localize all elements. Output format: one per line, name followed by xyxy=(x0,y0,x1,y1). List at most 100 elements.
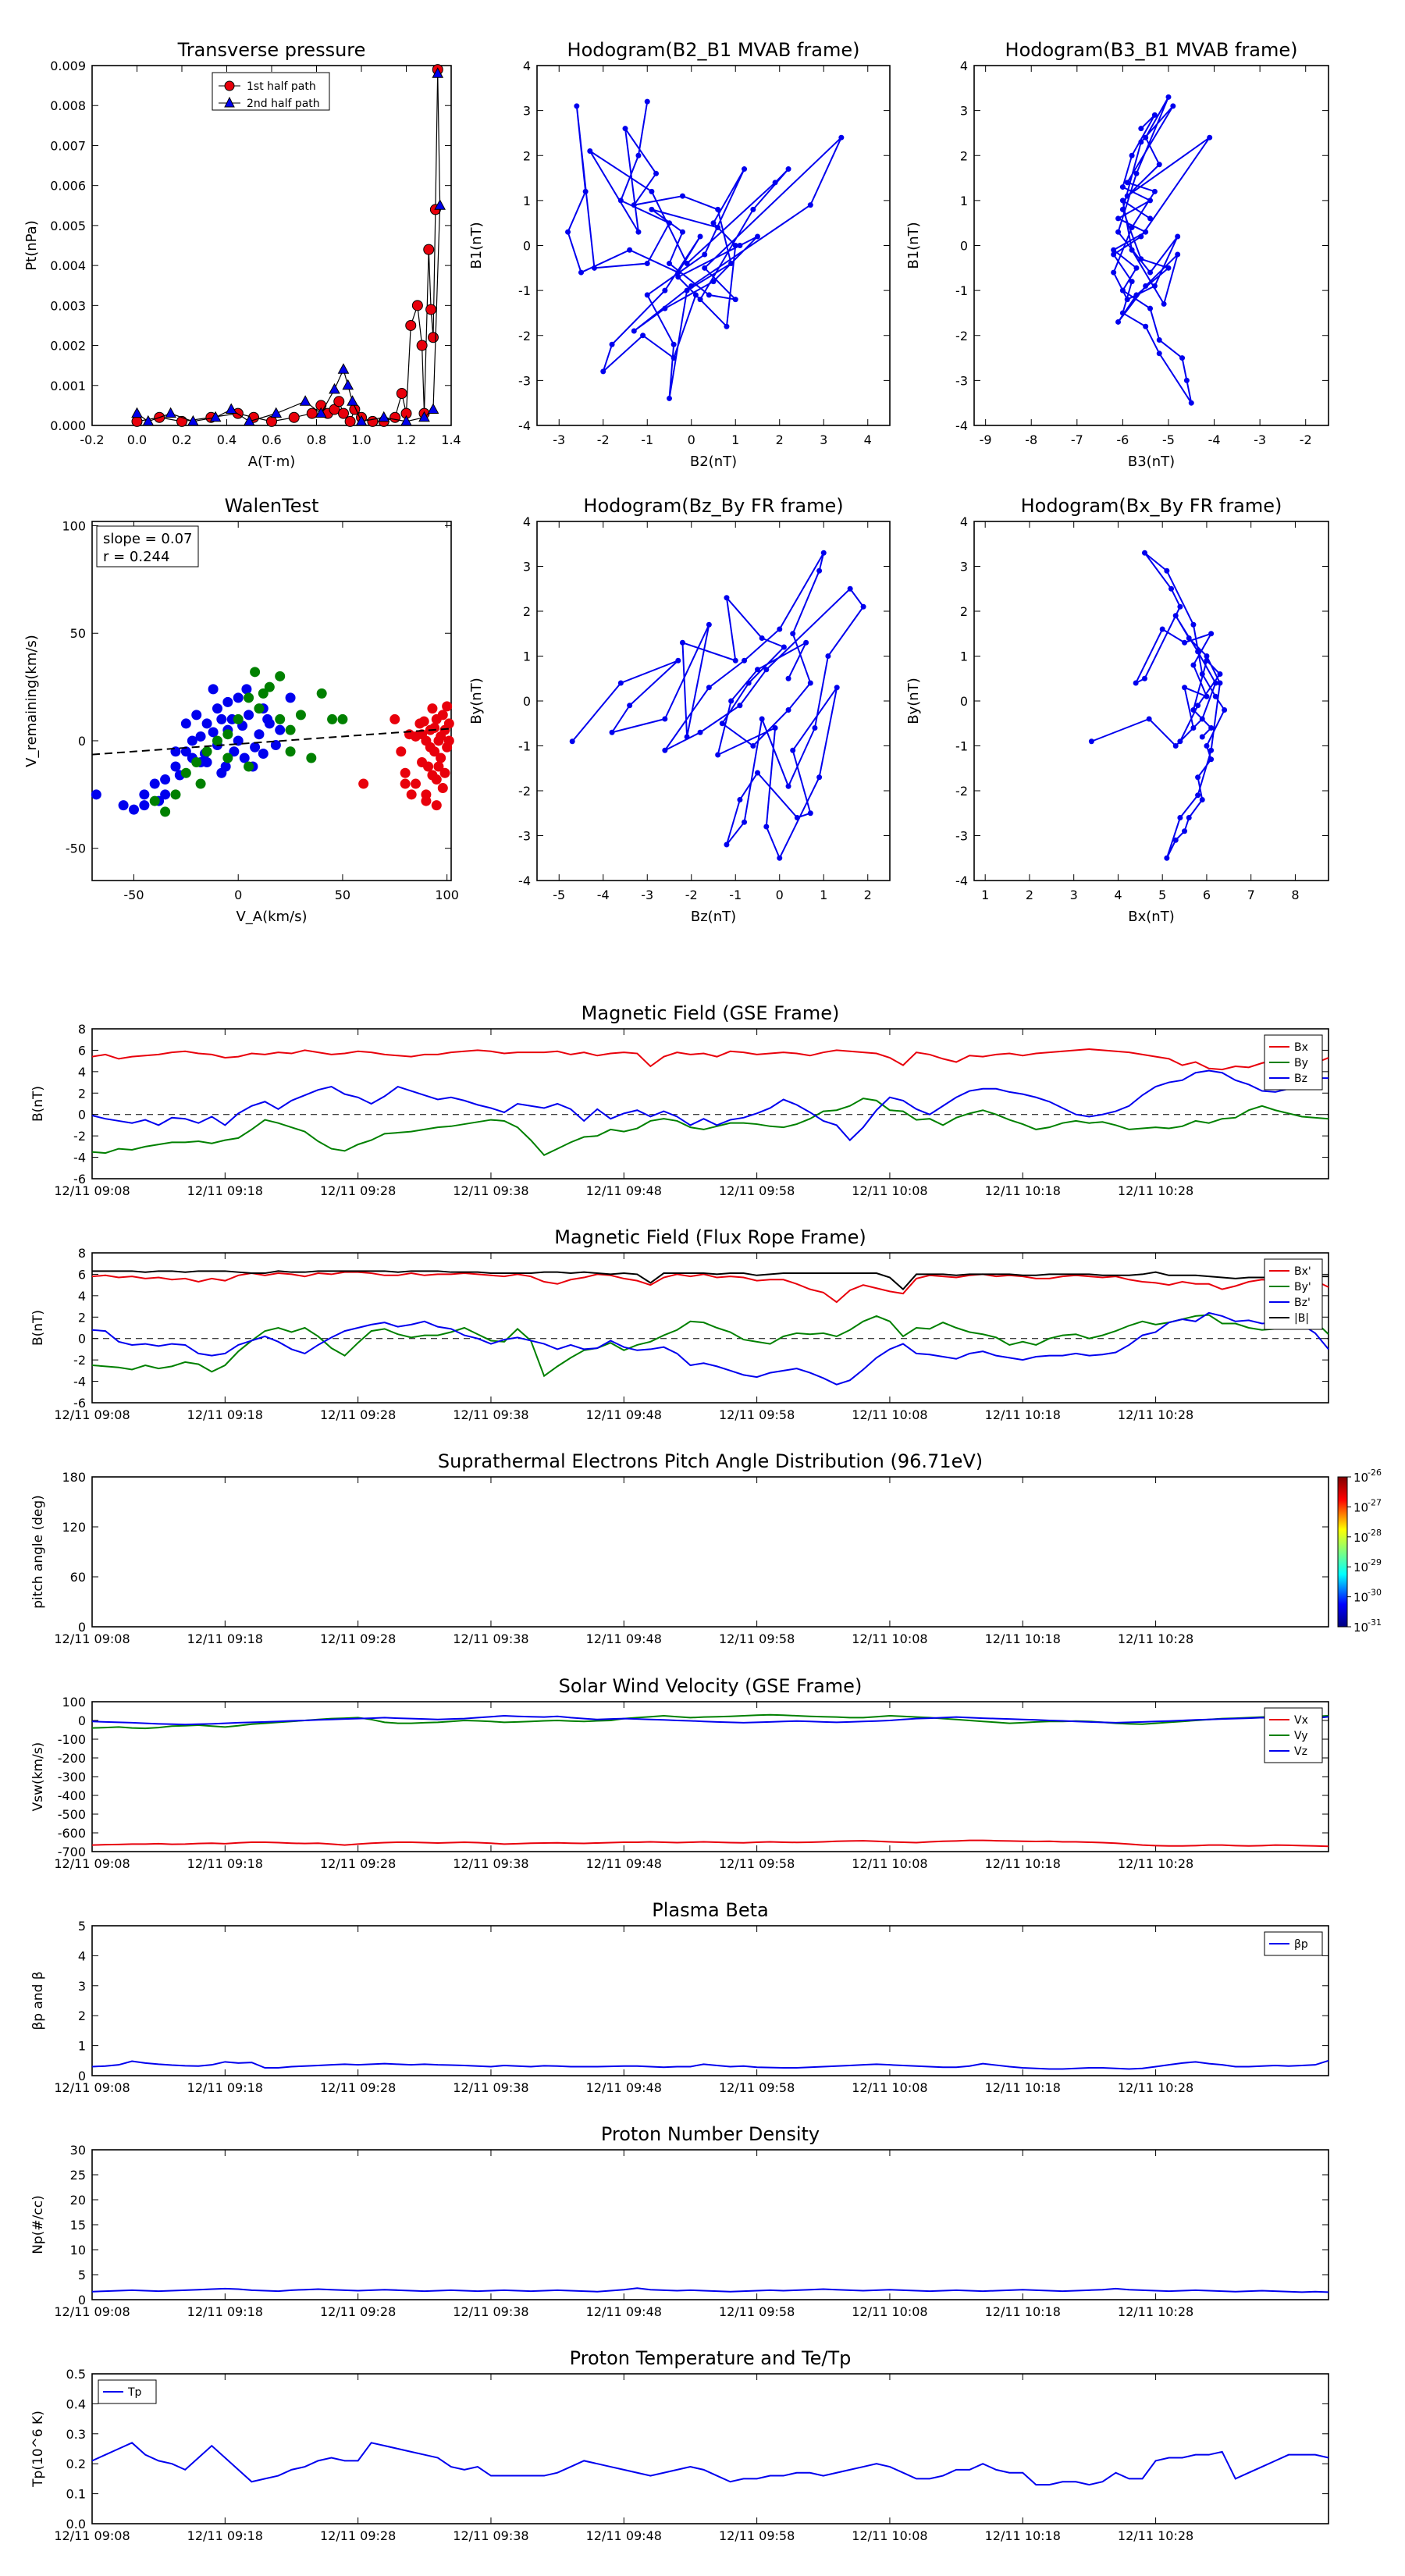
y-tick-label: 1 xyxy=(523,194,531,208)
data-point xyxy=(1190,621,1197,628)
x-tick-label: 12/11 10:18 xyxy=(985,1856,1061,1871)
x-tick-label: 0 xyxy=(234,888,242,902)
data-point xyxy=(195,731,206,742)
y-tick-label: -100 xyxy=(58,1732,86,1747)
data-point xyxy=(222,753,233,763)
data-point xyxy=(425,304,437,315)
y-tick-label: 100 xyxy=(62,1695,86,1710)
data-point xyxy=(1177,738,1183,745)
x-tick-label: 0 xyxy=(688,432,695,447)
data-point xyxy=(631,202,637,208)
y-tick-label: 1 xyxy=(960,194,968,208)
data-point xyxy=(1164,568,1170,574)
data-point xyxy=(662,747,668,753)
annotation-slope: slope = 0.07 xyxy=(103,531,193,547)
x-tick-label: 12/11 09:48 xyxy=(586,2080,662,2095)
data-point xyxy=(1129,279,1135,285)
data-point xyxy=(142,415,155,426)
data-point xyxy=(755,233,760,240)
data-point xyxy=(131,407,143,418)
y-tick-label: 4 xyxy=(78,1948,86,1963)
data-point xyxy=(1147,215,1154,222)
data-point xyxy=(423,244,435,255)
data-point xyxy=(697,233,703,240)
data-point xyxy=(662,716,668,722)
data-point xyxy=(244,761,254,772)
data-point xyxy=(807,810,813,817)
data-point xyxy=(679,639,685,646)
data-point xyxy=(1151,112,1158,118)
data-point xyxy=(675,269,681,276)
data-point xyxy=(406,789,417,800)
series-line-Vz xyxy=(91,1714,1329,1726)
data-point xyxy=(1195,703,1201,709)
y-tick-label: -2 xyxy=(73,1353,86,1368)
y-tick-label: 0.1 xyxy=(66,2487,86,2502)
data-point xyxy=(1156,162,1162,168)
data-point xyxy=(396,388,407,400)
y-tick-label: 3 xyxy=(523,560,531,575)
data-point xyxy=(1088,738,1094,745)
x-tick-label: 12/11 09:18 xyxy=(187,1856,263,1871)
data-point xyxy=(1222,707,1228,713)
x-tick-label: 0 xyxy=(776,888,784,902)
x-tick-label: 12/11 09:38 xyxy=(453,2080,528,2095)
x-tick-label: 12/11 10:08 xyxy=(852,2528,927,2543)
data-point xyxy=(1141,675,1147,681)
data-point xyxy=(1151,188,1158,194)
data-point xyxy=(1119,310,1126,316)
data-point xyxy=(233,692,244,703)
legend-label: Tp xyxy=(127,2386,142,2399)
annotation-r: r = 0.244 xyxy=(103,549,169,565)
data-point xyxy=(667,395,672,401)
data-point xyxy=(411,778,422,789)
plot-frame xyxy=(91,1476,1329,1628)
y-tick-label: -4 xyxy=(73,1375,86,1389)
legend: Bx By Bz xyxy=(1264,1034,1323,1091)
data-point xyxy=(1195,774,1201,781)
y-tick-label: 50 xyxy=(70,626,86,641)
y-tick-label: 180 xyxy=(62,1470,86,1485)
data-point xyxy=(737,243,743,248)
y-tick-label: -4 xyxy=(518,418,531,433)
data-point xyxy=(342,379,354,390)
x-tick-label: 1 xyxy=(820,888,827,902)
data-point xyxy=(329,382,340,394)
data-point xyxy=(697,297,703,303)
data-point xyxy=(396,746,407,757)
y-tick-label: -6 xyxy=(73,1396,86,1411)
data-point xyxy=(423,761,434,772)
data-point xyxy=(427,403,439,415)
data-point xyxy=(1115,318,1122,325)
data-point xyxy=(785,783,791,789)
data-point xyxy=(139,800,150,811)
chart-title: Magnetic Field (Flux Rope Frame) xyxy=(554,1226,866,1248)
data-point xyxy=(715,752,721,758)
chart-mf_gse: Magnetic Field (GSE Frame) 12/11 09:08 12/… xyxy=(30,1002,1329,1198)
data-point xyxy=(170,761,181,772)
y-tick-label: 0.006 xyxy=(50,179,86,194)
data-point xyxy=(131,415,143,427)
data-point xyxy=(1190,725,1197,731)
data-point xyxy=(1182,828,1188,834)
x-tick-label: -2 xyxy=(1300,432,1312,447)
x-tick-label: 12/11 10:28 xyxy=(1118,2528,1193,2543)
data-point xyxy=(400,767,411,778)
y-tick-label: 5 xyxy=(78,2268,86,2282)
fit-line xyxy=(91,728,452,756)
data-point xyxy=(389,713,400,724)
data-point xyxy=(1138,256,1144,262)
x-tick-label: 12/11 09:28 xyxy=(320,2080,396,2095)
data-point xyxy=(790,631,796,637)
x-tick-label: -3 xyxy=(553,432,565,447)
data-point xyxy=(427,703,438,714)
x-tick-label: 12/11 09:58 xyxy=(719,2528,795,2543)
x-axis-label: A(T·m) xyxy=(248,454,296,470)
hodogram-line xyxy=(1091,552,1225,859)
data-point xyxy=(1217,671,1223,677)
x-tick-label: 12/11 10:18 xyxy=(985,2080,1061,2095)
colorbar-exponent: -27 xyxy=(1368,1497,1382,1507)
x-tick-label: 12/11 09:08 xyxy=(54,1407,130,1422)
y-axis-label: Vsw(km/s) xyxy=(30,1742,46,1812)
data-point xyxy=(777,626,783,632)
